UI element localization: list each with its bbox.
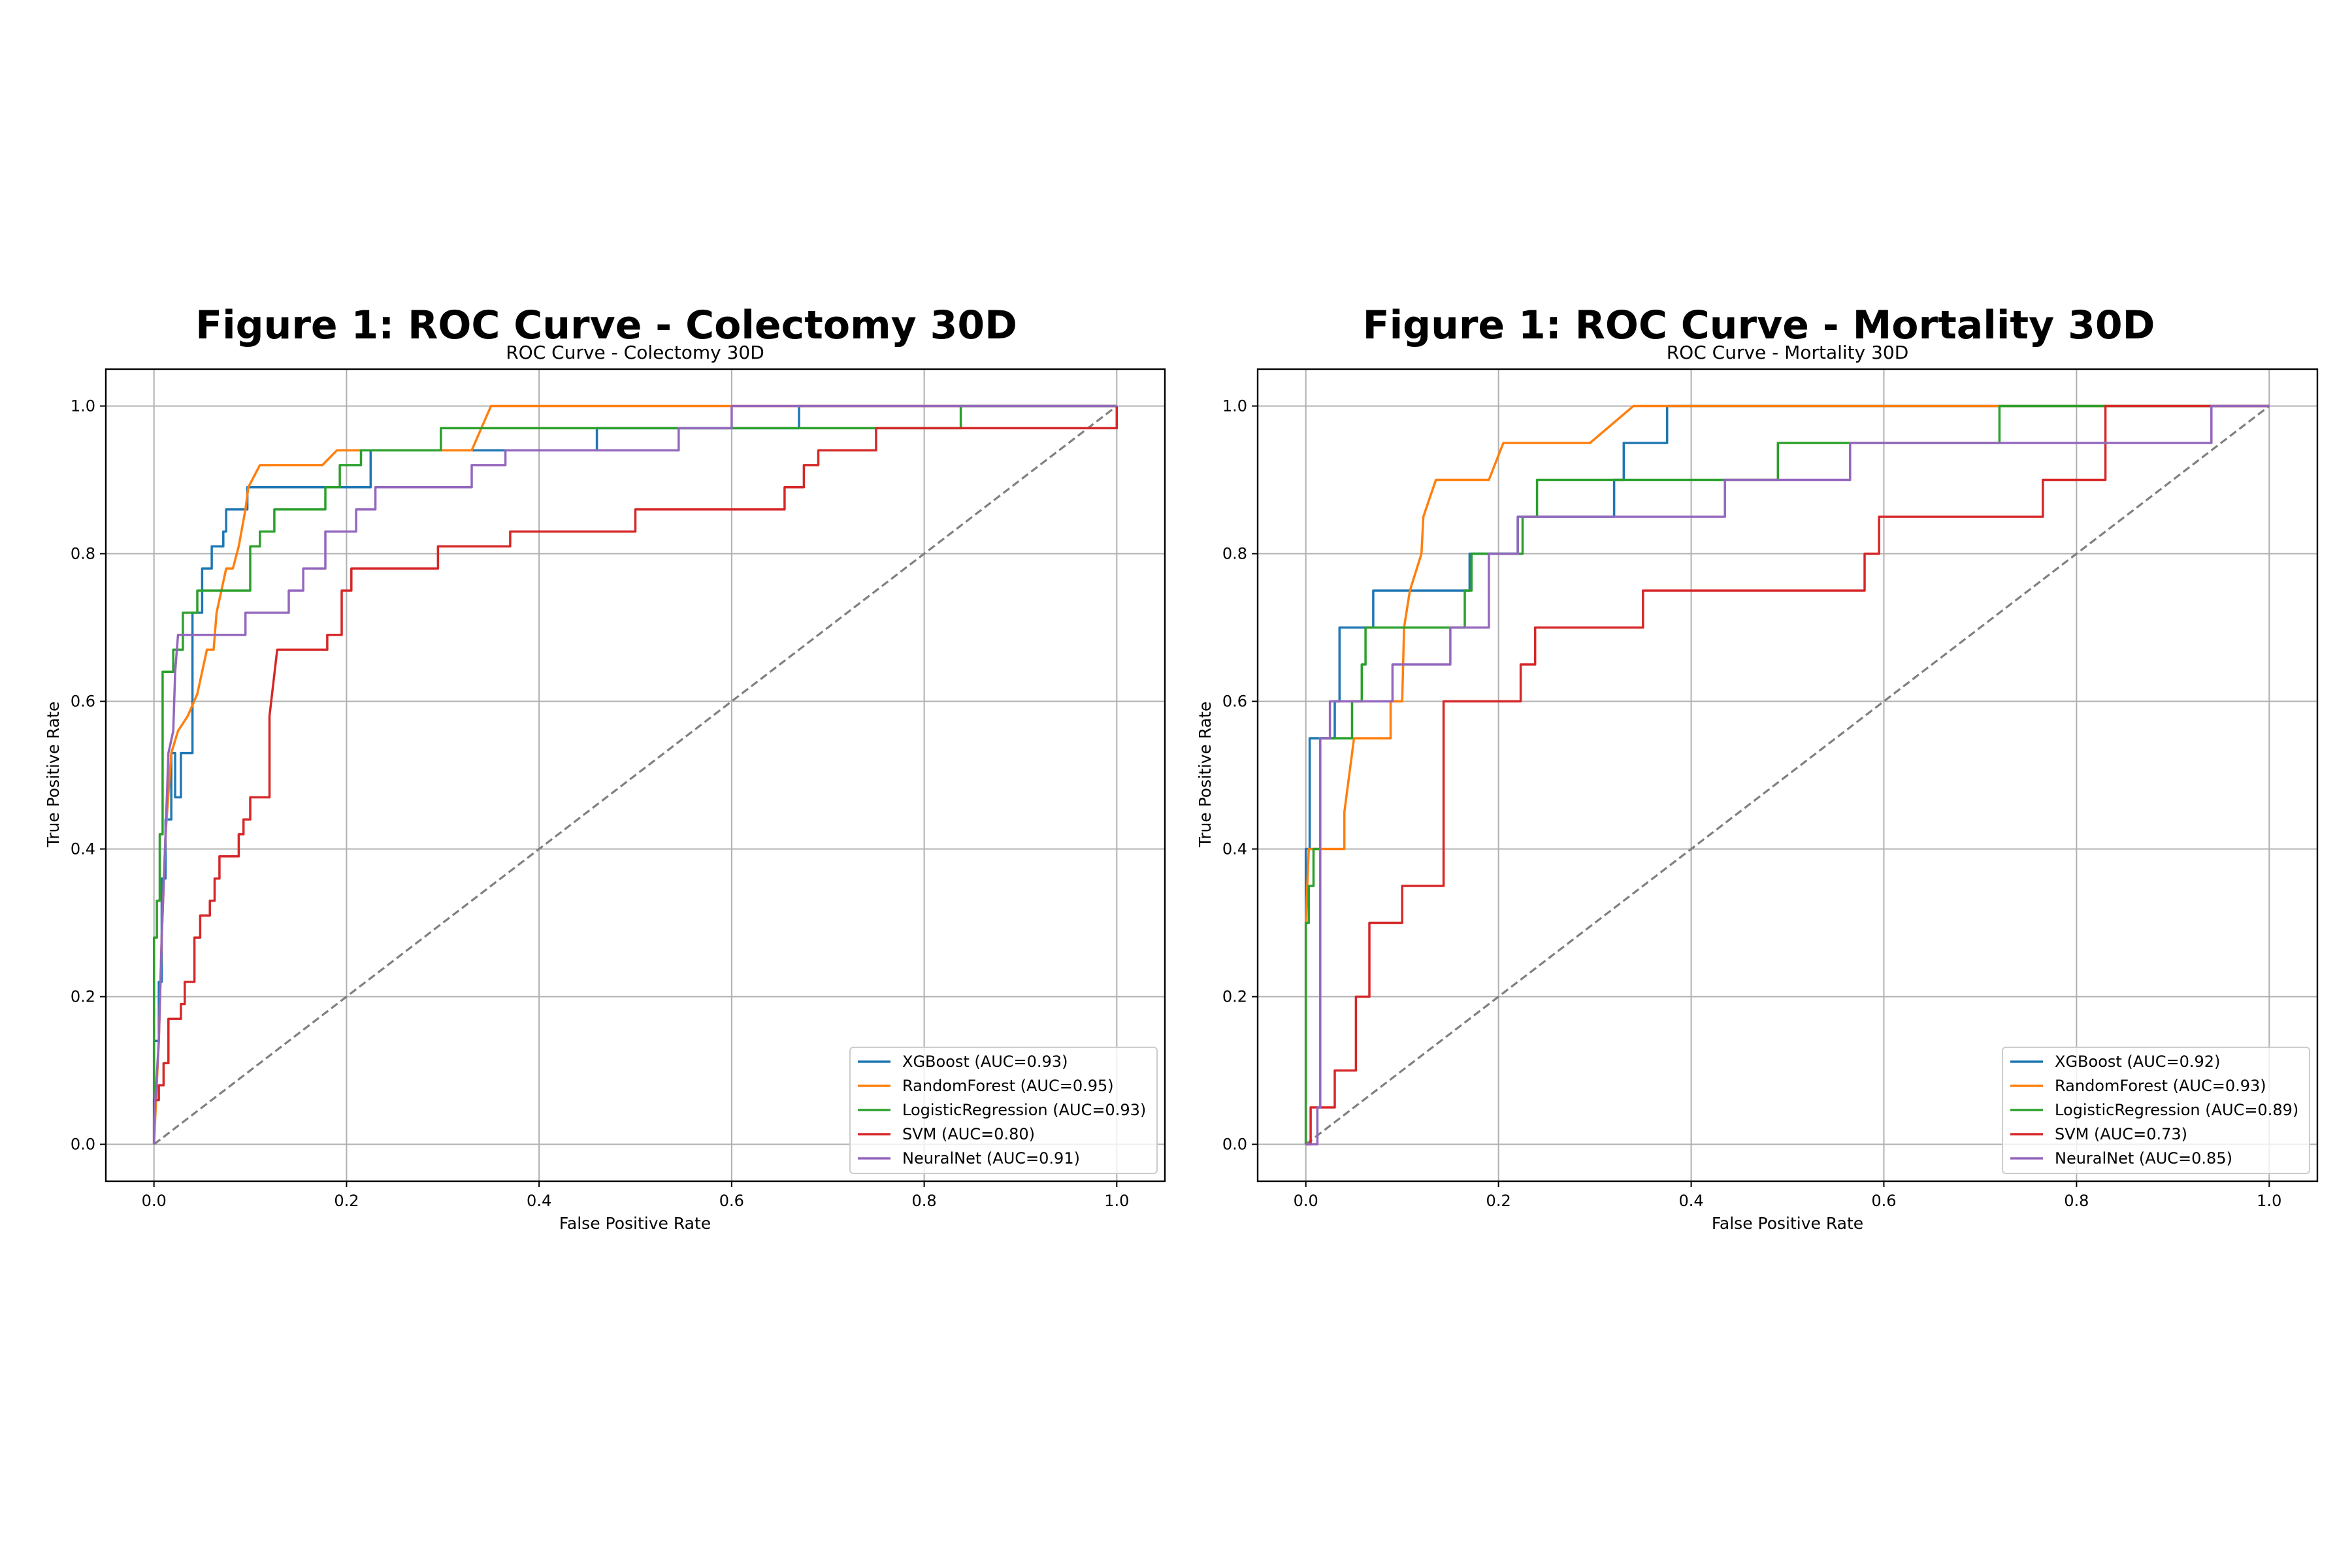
x-tick-label: 0.2 [334,1192,359,1210]
x-tick-label: 0.2 [1486,1192,1511,1210]
y-tick-label: 0.4 [1222,840,1247,858]
x-tick-label: 0.4 [1678,1192,1703,1210]
legend-entry-label: XGBoost (AUC=0.93) [902,1053,1068,1071]
legend-entry-label: SVM (AUC=0.80) [902,1125,1035,1143]
x-axis-label: False Positive Rate [1712,1214,1863,1233]
roc-curve-neuralnet [1305,404,2270,1146]
x-tick-label: 1.0 [2257,1192,2281,1210]
roc-curve-logisticregression [1304,404,2270,1145]
panel-title: Figure 1: ROC Curve - Colectomy 30D [195,302,1017,348]
legend-entry-label: LogisticRegression (AUC=0.93) [902,1101,1146,1119]
x-tick-label: 0.6 [1871,1192,1896,1210]
y-axis-label: True Positive Rate [1196,702,1215,848]
legend-box [2002,1047,2310,1174]
legend-entry-label: LogisticRegression (AUC=0.89) [2055,1101,2298,1119]
legend-entry-label: RandomForest (AUC=0.95) [902,1077,1114,1095]
roc-curve-svm [1305,404,2270,1146]
plot-frame [105,368,1166,1183]
x-tick-label: 0.4 [527,1192,551,1210]
y-tick-label: 0.2 [1222,988,1247,1006]
legend-entry-label: NeuralNet (AUC=0.91) [902,1149,1080,1168]
legend-entry-label: NeuralNet (AUC=0.85) [2055,1149,2232,1168]
chance-diagonal-line [1305,405,2270,1145]
legend-box [849,1047,1158,1174]
y-tick-label: 0.8 [1222,545,1247,563]
plot-subtitle: ROC Curve - Colectomy 30D [506,342,764,363]
legend: XGBoost (AUC=0.92) RandomForest (AUC=0.93… [2002,1047,2310,1174]
panel-title: Figure 1: ROC Curve - Mortality 30D [1363,302,2155,348]
roc-curve-svm [152,406,1119,1145]
y-tick-label: 1.0 [71,397,95,416]
legend-entry-label: XGBoost (AUC=0.92) [2055,1053,2220,1071]
y-tick-label: 0.6 [71,693,95,711]
y-tick-label: 0.4 [71,840,95,858]
y-tick-label: 0.8 [71,545,95,563]
roc-curve-logisticregression [152,404,1117,1145]
x-tick-label: 1.0 [1104,1192,1129,1210]
legend-entry-label: RandomForest (AUC=0.93) [2055,1077,2266,1095]
y-tick-label: 0.0 [71,1135,95,1154]
y-tick-label: 0.2 [71,988,95,1006]
colectomy-roc-panel: Figure 1: ROC Curve - Colectomy 30D ROC … [44,302,1166,1233]
x-tick-label: 0.8 [2064,1192,2089,1210]
y-tick-label: 0.0 [1222,1135,1247,1154]
x-axis-label: False Positive Rate [559,1214,711,1233]
x-tick-label: 0.0 [142,1192,167,1210]
chance-diagonal-line [153,405,1118,1145]
y-tick-label: 0.6 [1222,693,1247,711]
plot-subtitle: ROC Curve - Mortality 30D [1667,342,1909,363]
plot-frame [1256,368,2319,1183]
legend-entry-label: SVM (AUC=0.73) [2055,1125,2187,1143]
roc-curve-neuralnet [152,404,1117,1145]
mortality-roc-panel: Figure 1: ROC Curve - Mortality 30D ROC … [1196,302,2319,1233]
y-axis-label: True Positive Rate [44,702,63,848]
x-tick-label: 0.8 [912,1192,937,1210]
y-tick-label: 1.0 [1222,397,1247,416]
x-tick-label: 0.0 [1294,1192,1318,1210]
x-tick-label: 0.6 [719,1192,744,1210]
legend: XGBoost (AUC=0.93) RandomForest (AUC=0.95… [849,1047,1158,1174]
